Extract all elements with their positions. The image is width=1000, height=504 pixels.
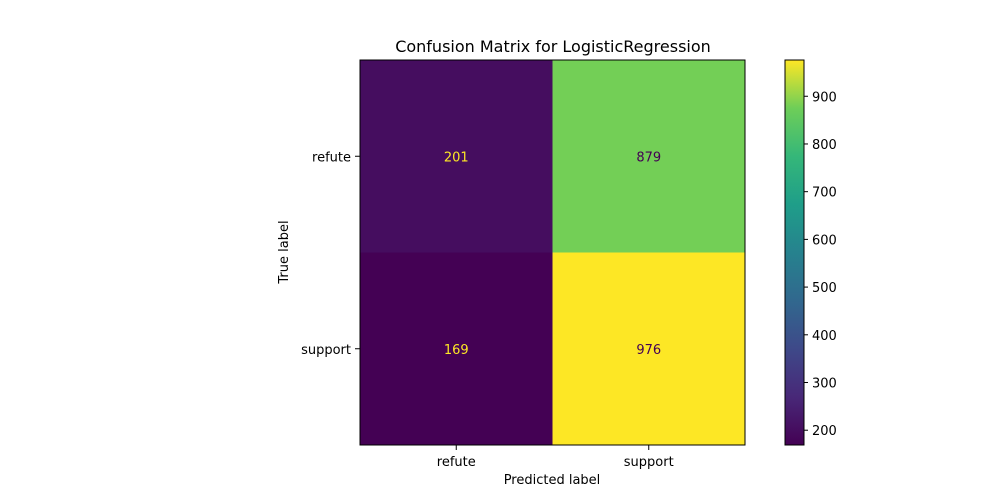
colorbar-tick-label: 800 [812,138,837,153]
colorbar-tick-label: 400 [812,329,837,344]
cell-value-label: 201 [444,150,469,165]
y-axis-label: True label [277,220,292,284]
colorbar [784,59,805,446]
x-axis-label: Predicted label [504,473,601,488]
x-tick-label: support [624,455,674,470]
colorbar-tick-label: 300 [812,377,837,392]
colorbar-tick-label: 900 [812,90,837,105]
heatmap-cell [360,60,553,253]
colorbar-tick-label: 500 [812,281,837,296]
plot-frame [359,59,746,446]
heatmap-cell [552,252,745,445]
x-axis-ticks: refute support [437,445,674,470]
cell-value-label: 169 [444,343,469,358]
y-tick-label: support [301,343,351,358]
colorbar-ticks: 200 300 400 500 600 700 800 900 [804,90,837,439]
colorbar-tick-label: 700 [812,186,837,201]
y-tick-label: refute [312,150,351,165]
cell-value-label: 879 [636,150,661,165]
heatmap-cells: 201 879 169 976 [360,60,745,445]
colorbar-tick-label: 600 [812,233,837,248]
colorbar-tick-label: 200 [812,424,837,439]
cell-value-label: 976 [636,343,661,358]
heatmap-cell [552,60,745,253]
y-axis-ticks: refute support [301,150,360,358]
x-tick-label: refute [437,455,476,470]
chart-title: Confusion Matrix for LogisticRegression [395,37,711,56]
heatmap-cell [360,252,553,445]
